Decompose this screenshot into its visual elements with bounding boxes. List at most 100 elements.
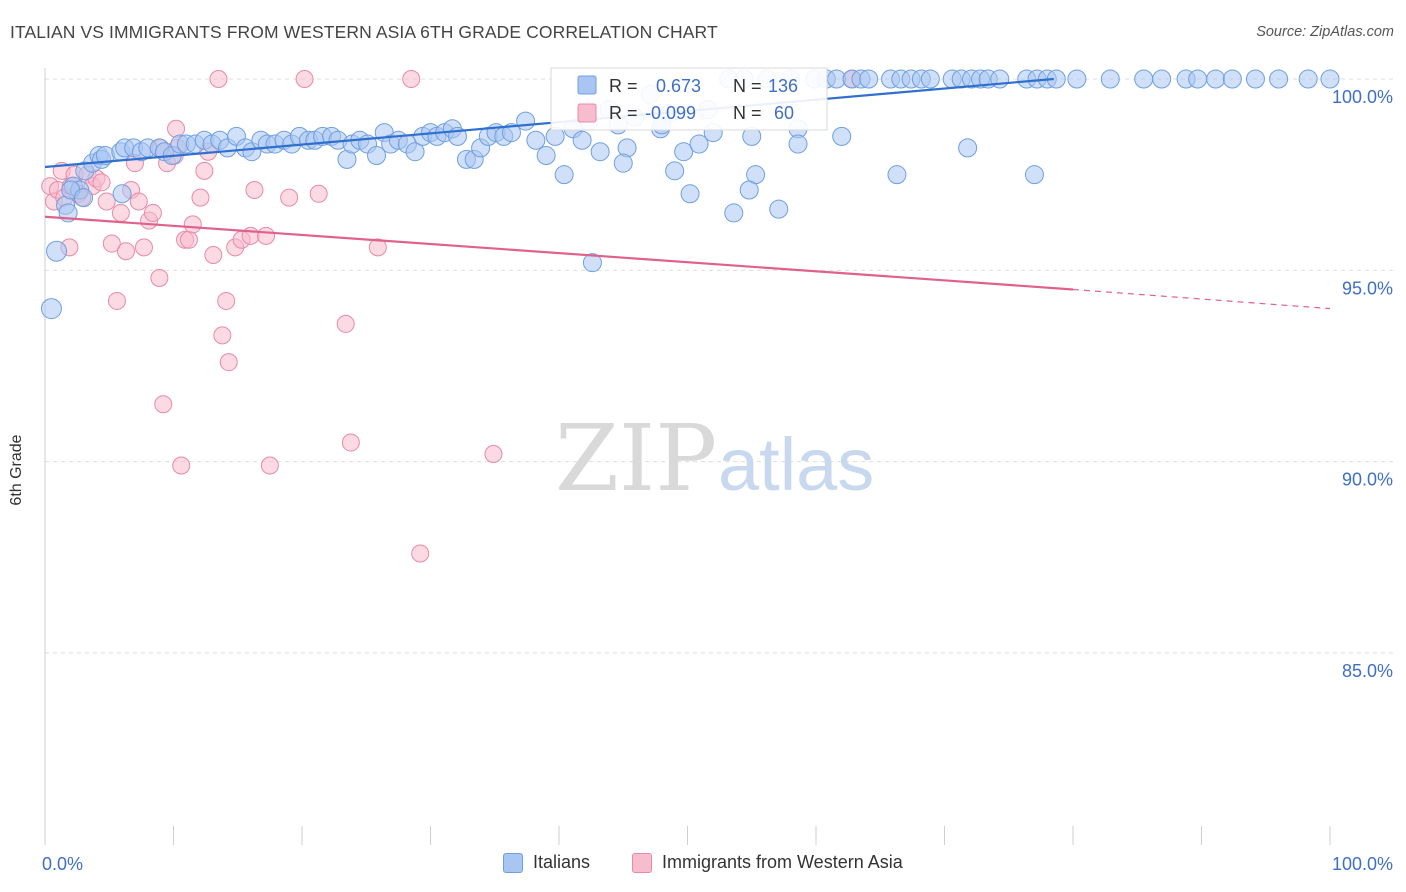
data-point-italians — [887, 165, 907, 185]
data-point-immigrants — [167, 119, 186, 138]
legend-n-value: 60 — [774, 103, 794, 123]
data-point-italians — [590, 142, 610, 162]
data-point-immigrants — [309, 184, 328, 203]
data-point-immigrants — [213, 326, 232, 345]
data-point-italians — [674, 142, 694, 162]
data-point-italians — [526, 130, 546, 150]
y-tick-label: 95.0% — [1342, 278, 1393, 298]
legend-item-immigrants[interactable]: Immigrants from Western Asia — [632, 852, 903, 873]
legend-r-value: -0.099 — [645, 103, 696, 123]
data-point-immigrants — [97, 192, 116, 211]
data-point-italians — [724, 203, 744, 223]
data-point-immigrants — [368, 238, 387, 257]
legend-swatch-immigrants — [632, 852, 652, 873]
data-point-italians — [788, 134, 808, 154]
data-point-immigrants — [280, 188, 299, 207]
data-point-italians — [1134, 69, 1154, 89]
data-point-italians — [1152, 69, 1172, 89]
data-point-italians — [1320, 69, 1340, 89]
data-point-immigrants — [191, 188, 210, 207]
trend-line-immigrants-extension — [1072, 288, 1331, 310]
data-point-immigrants — [143, 203, 162, 222]
data-point-italians — [1100, 69, 1120, 89]
data-point-immigrants — [183, 215, 202, 234]
data-point-italians — [1067, 69, 1087, 89]
data-point-immigrants — [204, 246, 223, 265]
legend-n-label: N = — [733, 76, 762, 96]
source-label[interactable]: Source: ZipAtlas.com — [1256, 24, 1394, 40]
gridlines — [45, 78, 1395, 654]
data-point-italians — [582, 253, 602, 273]
legend-r-label: R = — [609, 103, 638, 123]
data-point-italians — [554, 165, 574, 185]
watermark-zip: ZIP — [555, 405, 717, 512]
data-point-immigrants — [484, 445, 503, 464]
legend-swatch-italians — [503, 852, 523, 873]
data-point-italians — [958, 138, 978, 158]
data-point-immigrants — [134, 238, 153, 257]
data-point-italians — [680, 184, 700, 204]
legend-label-italians: Italians — [533, 852, 591, 872]
data-point-italians — [40, 298, 62, 320]
legend-item-italians[interactable]: Italians — [503, 852, 590, 873]
data-point-immigrants — [129, 192, 148, 211]
data-point-italians — [367, 146, 387, 166]
data-point-immigrants — [150, 268, 169, 287]
data-point-immigrants — [154, 395, 173, 414]
data-point-italians — [405, 142, 425, 162]
data-point-italians — [1245, 69, 1265, 89]
data-point-italians — [665, 161, 685, 181]
legend-n-label: N = — [733, 103, 762, 123]
data-point-immigrants — [179, 230, 198, 249]
data-point-italians — [832, 126, 852, 146]
data-point-italians — [689, 134, 709, 154]
data-point-immigrants — [257, 226, 276, 245]
data-point-immigrants — [245, 180, 264, 199]
data-point-italians — [536, 146, 556, 166]
data-point-italians — [920, 69, 940, 89]
tick-labels: 100.0% 95.0% 90.0% 85.0% 0.0% 100.0% — [42, 87, 1393, 874]
x-tick-label: 100.0% — [1332, 854, 1393, 874]
data-point-italians — [739, 180, 759, 200]
data-point-immigrants — [341, 433, 360, 452]
bottom-legend: Italians Immigrants from Western Asia — [0, 852, 1406, 878]
legend-label-immigrants: Immigrants from Western Asia — [662, 852, 903, 872]
data-point-italians — [1188, 69, 1208, 89]
x-tick-label: 0.0% — [42, 854, 83, 874]
legend-swatch-italians — [577, 75, 597, 95]
data-point-immigrants — [295, 70, 314, 88]
legend-r-label: R = — [609, 76, 638, 96]
data-point-immigrants — [172, 456, 191, 475]
data-point-italians — [74, 188, 94, 208]
trend-lines — [44, 77, 1331, 310]
data-point-italians — [1298, 69, 1318, 89]
data-point-italians — [112, 184, 132, 204]
data-point-immigrants — [219, 353, 238, 372]
data-point-immigrants — [107, 291, 126, 310]
legend-swatch-immigrants — [577, 103, 597, 123]
data-point-italians — [516, 111, 536, 131]
data-point-italians — [859, 69, 879, 89]
trend-line-italians — [44, 77, 1054, 169]
data-point-immigrants — [411, 544, 430, 563]
data-point-italians — [572, 130, 592, 150]
y-tick-label: 85.0% — [1342, 661, 1393, 681]
y-tick-label: 100.0% — [1332, 87, 1393, 107]
stats-legend: R = 0.673 N = 136 R = -0.099 N = 60 — [550, 67, 828, 131]
data-point-italians — [1206, 69, 1226, 89]
legend-r-value: 0.673 — [656, 76, 701, 96]
series-italians-points — [40, 69, 1340, 320]
legend-n-value: 136 — [768, 76, 798, 96]
data-point-italians — [769, 199, 789, 219]
data-point-immigrants — [195, 161, 214, 180]
data-point-immigrants — [336, 314, 355, 333]
data-point-immigrants — [402, 70, 421, 88]
data-point-immigrants — [260, 456, 279, 475]
axes — [44, 68, 1331, 845]
y-tick-label: 90.0% — [1342, 470, 1393, 490]
data-point-italians — [1024, 165, 1044, 185]
data-point-immigrants — [92, 173, 111, 192]
data-point-italians — [1222, 69, 1242, 89]
data-point-italians — [501, 123, 521, 143]
